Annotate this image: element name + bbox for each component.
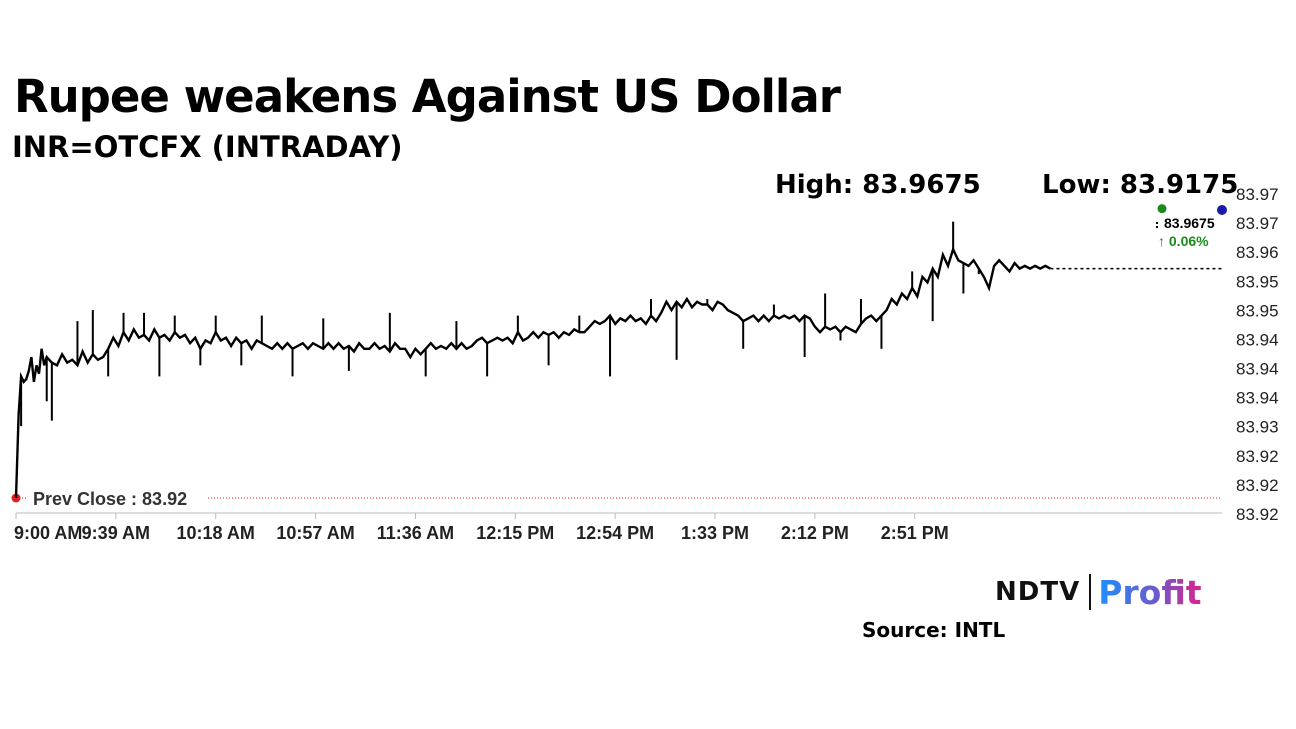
y-tick-label: 83.94 <box>1236 330 1279 349</box>
x-tick-label: 10:18 AM <box>177 523 255 543</box>
logo-profit-text: Profit <box>1098 572 1202 612</box>
intraday-line-chart: 9:00 AM 9:39 AM 10:18 AM 10:57 AM 11:36 AM 12… <box>11 185 1279 543</box>
y-tick-label: 83.92 <box>1236 447 1279 466</box>
x-tick-label: 11:36 AM <box>377 523 454 543</box>
y-tick-label: 83.92 <box>1236 505 1279 524</box>
prev-close-label-bg <box>28 485 208 509</box>
last-value-label: 83.9675 <box>1164 215 1215 231</box>
y-tick-label: 83.95 <box>1236 272 1279 291</box>
y-tick-label: 83.92 <box>1236 476 1279 495</box>
chart-title: Rupee weakens Against US Dollar <box>14 70 841 123</box>
y-tick-label: 83.95 <box>1236 301 1279 320</box>
y-tick-label: 83.97 <box>1236 185 1279 204</box>
y-tick-label: 83.94 <box>1236 389 1279 408</box>
last-marker <box>1217 205 1227 215</box>
chart-subtitle: INR=OTCFX (INTRADAY) <box>12 130 403 164</box>
y-tick-label: 83.96 <box>1236 243 1279 262</box>
x-tick-label: 2:51 PM <box>881 523 949 543</box>
high-marker <box>1157 204 1167 214</box>
logo-divider <box>1089 574 1092 610</box>
x-tick-label: 9:39 AM <box>82 523 150 543</box>
x-tick-label: 12:54 PM <box>576 523 654 543</box>
source-label: Source: INTL <box>862 618 1006 642</box>
y-tick-label: 83.94 <box>1236 360 1279 379</box>
x-tick-label: 9:00 AM <box>14 523 82 543</box>
x-tick-label: 2:12 PM <box>781 523 849 543</box>
x-tick-label: 1:33 PM <box>681 523 749 543</box>
high-label: High: 83.9675 <box>775 170 981 200</box>
x-tick-label: 10:57 AM <box>276 523 354 543</box>
prev-close-label: Prev Close : 83.92 <box>33 489 187 509</box>
price-line <box>14 245 1051 499</box>
y-tick-label: 83.97 <box>1236 214 1279 233</box>
y-tick-label: 83.93 <box>1236 418 1279 437</box>
x-tick-label: 12:15 PM <box>476 523 554 543</box>
low-label: Low: 83.9175 <box>1042 170 1239 200</box>
ndtv-profit-logo: NDTV Profit <box>995 572 1202 612</box>
change-label: ↑ 0.06% <box>1158 233 1209 249</box>
logo-ndtv-text: NDTV <box>995 577 1081 607</box>
